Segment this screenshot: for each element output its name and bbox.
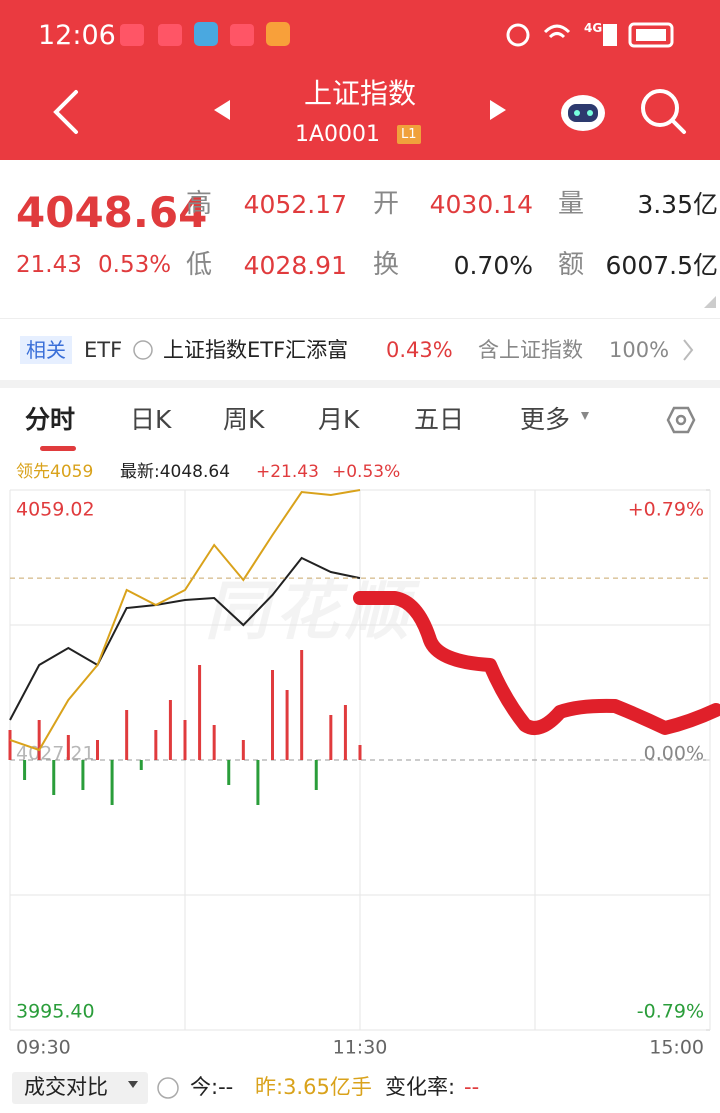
next-arrow[interactable] (490, 100, 506, 120)
divider (0, 318, 720, 319)
y2-tick-label: 0.00% (644, 743, 704, 765)
tab[interactable]: 日K (130, 405, 172, 434)
volume-bar (154, 730, 158, 760)
stat-label: 高 (186, 189, 213, 219)
volume-bar (285, 690, 289, 760)
tab[interactable]: 五日 (414, 405, 465, 434)
stat-label: 额 (558, 250, 585, 280)
price-change-pct: 0.53% (98, 252, 172, 278)
header-icons (53, 89, 686, 134)
volume-bar (329, 715, 333, 760)
compare-dropdown[interactable] (12, 1072, 148, 1104)
etf-pct: 0.43% (386, 338, 453, 362)
volume-bar (125, 710, 129, 760)
section-gap (0, 380, 720, 388)
page-title: 上证指数 (303, 77, 416, 110)
more-caret[interactable] (581, 412, 589, 420)
hand-drawn-annotation (353, 591, 720, 735)
holding-label: 含上证指数 (478, 338, 583, 362)
volume-bar (271, 670, 274, 760)
stat-value: 4028.91 (243, 251, 347, 280)
volume-bar (37, 720, 41, 760)
last-price: 4048.64 (16, 188, 208, 237)
volume-bar (81, 760, 85, 790)
y2-tick-label: -0.79% (637, 1001, 704, 1023)
volume-bar (110, 760, 114, 805)
y-tick-label: 4059.02 (16, 499, 95, 521)
price-line (9, 489, 361, 752)
volume-bar (198, 665, 202, 760)
etf-label[interactable]: ETF (84, 338, 123, 362)
network-type: 4G (584, 21, 603, 35)
tab-active[interactable]: 分时 (25, 405, 76, 434)
tab-indicator (40, 446, 76, 451)
volume-bar (66, 735, 70, 760)
today-volume: 今:-- (190, 1075, 234, 1099)
stat-value: 3.35亿 (637, 190, 718, 219)
stat-value: 6007.5亿 (605, 251, 718, 280)
volume-bar (8, 730, 12, 760)
stat-label: 开 (373, 189, 400, 219)
x-tick-label: 09:30 (16, 1037, 71, 1059)
legend-change-pct: +0.53% (332, 462, 400, 482)
level-badge: L1 (397, 125, 421, 144)
y-tick-label: 3995.40 (16, 1001, 95, 1023)
volume-bar (212, 725, 216, 760)
status-icons (120, 22, 674, 48)
legend-change: +21.43 (256, 462, 319, 482)
price-change: 21.43 (16, 252, 82, 278)
volume-bar (343, 705, 347, 760)
holding-pct: 100% (609, 338, 670, 362)
etf-name[interactable]: 上证指数ETF汇添富 (163, 338, 349, 362)
top-bar (0, 0, 720, 160)
tab[interactable]: 周K (223, 405, 265, 434)
volume-bar (300, 650, 304, 760)
price-line (9, 556, 361, 721)
volume-bar (96, 740, 99, 760)
change-rate-label: 变化率: (385, 1075, 456, 1099)
volume-bar (256, 760, 260, 805)
legend-entry: 最新:4048.64 (120, 462, 230, 482)
compare-label[interactable]: 成交对比 (24, 1075, 108, 1099)
settings-icon[interactable] (666, 406, 696, 434)
volume-bar (168, 700, 172, 760)
tab[interactable]: 月K (318, 405, 360, 434)
stat-label: 换 (373, 250, 400, 280)
watermark: 同花顺 (205, 575, 415, 649)
volume-bar (52, 760, 56, 795)
yesterday-volume: 昨:3.65亿手 (255, 1075, 372, 1099)
volume-bar (23, 760, 27, 780)
related-badge: 相关 (20, 336, 72, 364)
volume-bar (314, 760, 318, 790)
stat-label: 低 (186, 250, 213, 280)
tab[interactable]: 更多 (520, 405, 571, 434)
status-time: 12:06 (38, 20, 116, 51)
help-icon[interactable] (157, 1077, 179, 1099)
stat-label: 量 (558, 189, 585, 219)
robot-icon[interactable] (561, 95, 605, 131)
index-code: 1A0001 (295, 122, 381, 147)
etf-icons (133, 296, 716, 361)
volume-bar (241, 740, 245, 760)
legend-entry: 领先4059 (16, 462, 93, 482)
volume-bar (183, 720, 187, 760)
volume-bar (227, 760, 231, 785)
volume-bar (139, 760, 143, 770)
prev-arrow[interactable] (214, 100, 230, 120)
settings-icon-core (675, 414, 687, 426)
stat-value: 4030.14 (429, 190, 533, 219)
x-tick-label: 11:30 (333, 1037, 388, 1059)
dropdown-caret[interactable] (128, 1081, 138, 1088)
y2-tick-label: +0.79% (628, 499, 704, 521)
x-tick-label: 15:00 (649, 1037, 704, 1059)
change-rate-value: -- (464, 1075, 480, 1099)
stat-value: 4052.17 (243, 190, 347, 219)
stat-value: 0.70% (453, 251, 533, 280)
volume-bar (358, 745, 362, 760)
